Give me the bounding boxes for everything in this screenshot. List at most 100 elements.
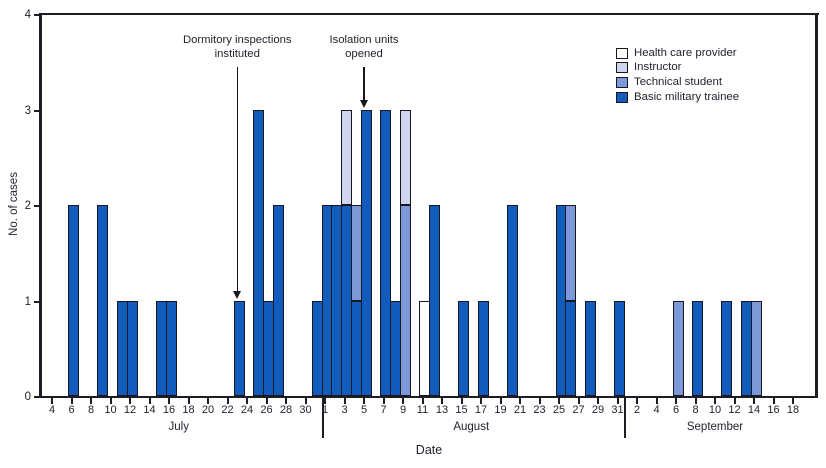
x-tick bbox=[304, 398, 307, 404]
bar-segment-basic-military-trainee bbox=[477, 300, 489, 396]
bar-august-7 bbox=[380, 109, 391, 396]
month-label-september: September bbox=[686, 421, 744, 433]
x-tick-label: 3 bbox=[341, 404, 348, 416]
bar-july-25 bbox=[253, 109, 265, 396]
legend-label: Instructor bbox=[634, 61, 682, 74]
x-tick-label: 10 bbox=[708, 404, 722, 416]
x-tick bbox=[519, 398, 521, 404]
y-tick bbox=[33, 109, 41, 112]
arrow-down-icon bbox=[359, 99, 368, 108]
x-tick-label: 10 bbox=[104, 404, 117, 416]
bar-july-16 bbox=[165, 300, 177, 396]
x-tick bbox=[51, 398, 53, 404]
x-tick bbox=[324, 398, 326, 404]
legend-swatch bbox=[616, 47, 628, 59]
x-tick-label: 18 bbox=[182, 404, 195, 416]
x-tick bbox=[460, 398, 463, 404]
bar-segment-basic-military-trainee bbox=[253, 109, 265, 396]
x-tick-label: 4 bbox=[653, 404, 660, 416]
x-tick bbox=[714, 398, 716, 404]
plot-frame-right bbox=[815, 13, 818, 398]
x-tick-label: 12 bbox=[123, 404, 137, 416]
legend-swatch bbox=[616, 62, 628, 74]
x-tick bbox=[382, 398, 385, 404]
annotation-text-isolation-units: Isolation units opened bbox=[329, 34, 399, 60]
x-tick-label: 18 bbox=[786, 404, 800, 416]
y-tick-label: 1 bbox=[24, 295, 31, 308]
x-tick bbox=[538, 398, 541, 404]
x-tick bbox=[792, 398, 794, 404]
x-tick-label: 17 bbox=[474, 404, 488, 416]
x-tick bbox=[265, 398, 268, 404]
x-tick-label: 27 bbox=[572, 404, 585, 416]
x-tick-label: 14 bbox=[143, 404, 156, 416]
x-tick bbox=[694, 398, 697, 404]
bar-segment-basic-military-trainee bbox=[165, 300, 177, 396]
x-tick bbox=[597, 398, 599, 404]
bar-august-31 bbox=[614, 300, 625, 396]
bar-august-26 bbox=[565, 205, 577, 396]
x-tick-label: 24 bbox=[240, 404, 254, 416]
legend-item-technical-student: Technical student bbox=[616, 75, 739, 90]
plot-area bbox=[41, 15, 817, 397]
y-tick bbox=[33, 396, 41, 398]
month-label-july: July bbox=[168, 421, 189, 433]
bar-segment-basic-military-trainee bbox=[584, 300, 596, 396]
x-tick bbox=[187, 398, 190, 404]
bar-segment-basic-military-trainee bbox=[380, 109, 391, 396]
x-axis-title: Date bbox=[415, 443, 443, 457]
x-tick bbox=[558, 398, 560, 404]
bar-segment-basic-military-trainee bbox=[126, 300, 138, 396]
y-tick bbox=[33, 205, 41, 207]
y-tick bbox=[33, 14, 41, 16]
bar-segment-basic-military-trainee bbox=[565, 300, 577, 396]
y-tick-label: 4 bbox=[24, 9, 31, 21]
x-tick-label: 4 bbox=[48, 404, 56, 416]
x-tick bbox=[148, 398, 151, 404]
x-tick bbox=[246, 398, 248, 404]
legend-label: Basic military trainee bbox=[634, 90, 740, 103]
y-tick bbox=[33, 300, 41, 303]
x-tick-label: 26 bbox=[260, 404, 273, 416]
x-tick-label: 22 bbox=[221, 404, 234, 416]
legend-item-health-care-provider: Health care provider bbox=[616, 46, 739, 61]
x-tick bbox=[90, 398, 92, 404]
bar-segment-basic-military-trainee bbox=[721, 300, 733, 396]
x-tick-label: 15 bbox=[455, 404, 468, 416]
bar-segment-basic-military-trainee bbox=[97, 205, 109, 396]
x-tick bbox=[70, 398, 73, 404]
x-tick-label: 8 bbox=[692, 404, 699, 416]
x-tick-label: 16 bbox=[767, 404, 780, 416]
bar-segment-basic-military-trainee bbox=[360, 109, 372, 396]
bar-segment-basic-military-trainee bbox=[68, 205, 79, 396]
annotation-arrow-line bbox=[363, 67, 365, 101]
x-tick bbox=[636, 398, 638, 404]
x-tick bbox=[772, 398, 775, 404]
x-tick bbox=[285, 398, 287, 404]
x-tick bbox=[480, 398, 482, 404]
x-tick bbox=[226, 398, 229, 404]
bar-segment-instructor bbox=[341, 109, 352, 205]
x-tick-label: 1 bbox=[321, 404, 329, 416]
x-tick-label: 11 bbox=[416, 404, 429, 416]
bar-segment-basic-military-trainee bbox=[506, 205, 518, 396]
annotation-arrow-line bbox=[236, 67, 238, 292]
y-tick-label: 0 bbox=[24, 391, 31, 403]
bar-august-17 bbox=[477, 300, 489, 396]
annotation-text-dormitory-inspections: Dormitory inspections instituted bbox=[182, 34, 292, 60]
bar-august-20 bbox=[506, 205, 518, 396]
bar-segment-technical-student bbox=[565, 205, 577, 301]
x-tick-label: 25 bbox=[552, 404, 566, 416]
plot-frame-top bbox=[39, 13, 819, 15]
bar-segment-technical-student bbox=[672, 300, 684, 396]
month-divider bbox=[322, 396, 325, 438]
x-tick bbox=[207, 398, 209, 404]
x-tick-label: 12 bbox=[728, 404, 741, 416]
x-tick bbox=[616, 398, 619, 404]
bar-september-14 bbox=[750, 300, 762, 396]
legend-swatch bbox=[616, 76, 628, 88]
month-divider bbox=[624, 396, 627, 438]
bar-august-28 bbox=[584, 300, 596, 396]
bar-segment-instructor bbox=[399, 109, 411, 205]
